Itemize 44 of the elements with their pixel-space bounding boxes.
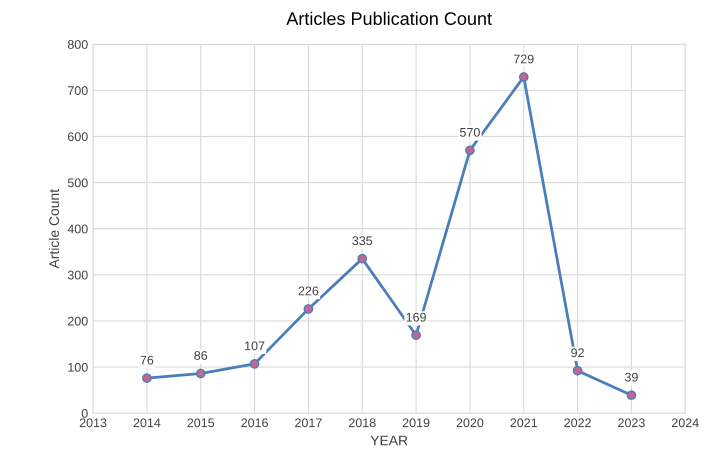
x-tick-label: 2019 bbox=[402, 418, 430, 428]
point bbox=[357, 254, 368, 264]
data-label: 92 bbox=[571, 348, 584, 358]
point bbox=[196, 368, 206, 378]
data-label: 76 bbox=[140, 356, 154, 365]
point bbox=[465, 145, 475, 156]
point bbox=[304, 304, 314, 314]
data-label: 39 bbox=[624, 372, 638, 382]
point bbox=[572, 366, 582, 376]
data-label: 169 bbox=[406, 312, 426, 322]
y-tick-label: 400 bbox=[68, 224, 88, 234]
x-tick-label: 2015 bbox=[187, 418, 214, 428]
point bbox=[518, 72, 529, 82]
x-tick-label: 2017 bbox=[295, 418, 322, 428]
point bbox=[250, 358, 260, 369]
y-tick-label: 800 bbox=[68, 40, 88, 49]
x-tick-label: 2022 bbox=[564, 418, 591, 428]
x-tick-label: 2023 bbox=[618, 418, 645, 428]
x-tick-label: 2020 bbox=[456, 418, 484, 428]
y-tick-label: 0 bbox=[82, 408, 88, 418]
data-label: 335 bbox=[352, 236, 372, 246]
point bbox=[411, 330, 421, 340]
y-axis-title: Article Count bbox=[48, 189, 60, 268]
x-tick-label: 2018 bbox=[348, 418, 376, 428]
x-axis-title: YEAR bbox=[370, 436, 408, 446]
x-tick-label: 2024 bbox=[672, 418, 699, 428]
data-label: 86 bbox=[194, 351, 208, 360]
point bbox=[626, 390, 636, 400]
y-tick-label: 500 bbox=[68, 178, 88, 188]
data-label: 107 bbox=[245, 341, 264, 350]
x-tick-label: 2021 bbox=[510, 418, 538, 428]
y-tick-label: 700 bbox=[68, 86, 88, 96]
data-label: 570 bbox=[460, 128, 480, 137]
x-tick-label: 2014 bbox=[134, 418, 160, 428]
x-tick-label: 2013 bbox=[80, 418, 106, 428]
chart-title: Articles Publication Count bbox=[286, 12, 492, 25]
point bbox=[142, 373, 152, 383]
data-label: 226 bbox=[298, 286, 318, 296]
y-tick-label: 200 bbox=[68, 316, 88, 326]
data-label: 729 bbox=[514, 54, 534, 64]
y-tick-label: 600 bbox=[68, 132, 88, 142]
x-tick-label: 2016 bbox=[241, 418, 268, 428]
y-tick-label: 100 bbox=[68, 362, 88, 372]
y-tick-label: 300 bbox=[68, 270, 88, 280]
